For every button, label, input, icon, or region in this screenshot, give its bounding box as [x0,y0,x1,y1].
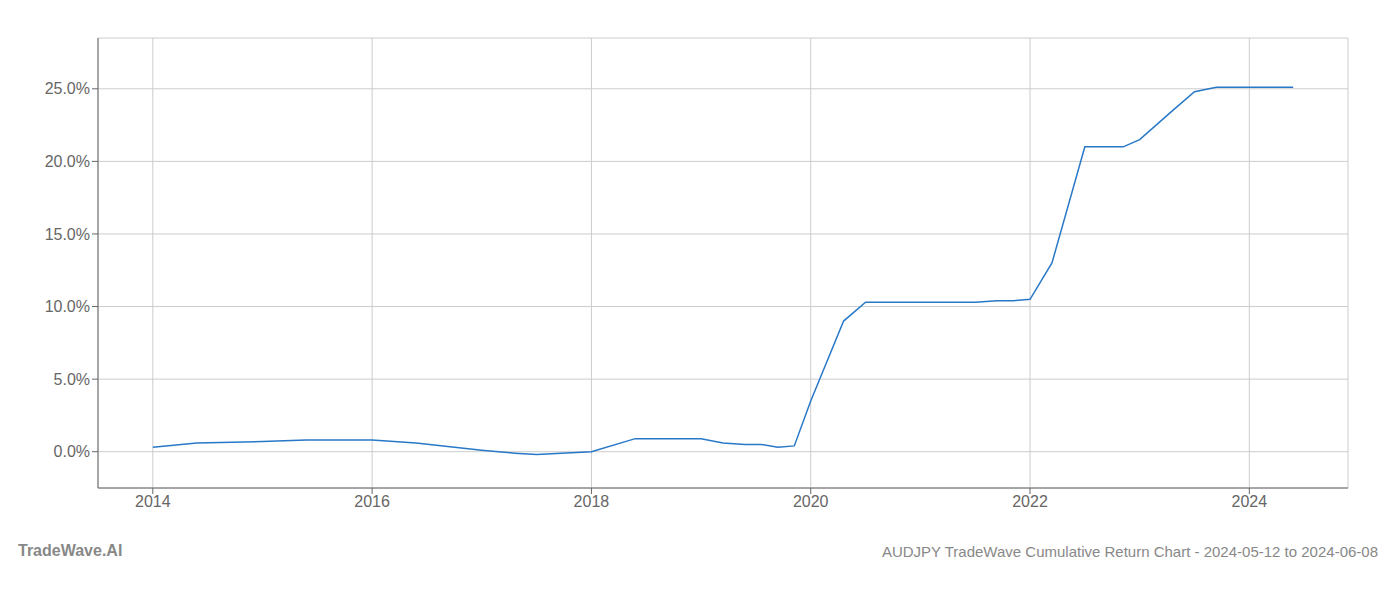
svg-text:15.0%: 15.0% [45,226,90,243]
svg-text:25.0%: 25.0% [45,80,90,97]
svg-text:2022: 2022 [1012,493,1048,510]
svg-text:5.0%: 5.0% [54,371,90,388]
svg-text:2024: 2024 [1232,493,1268,510]
svg-text:2016: 2016 [354,493,390,510]
html-text:TradeWave.AI: TradeWave.AI [18,542,123,559]
svg-text:10.0%: 10.0% [45,298,90,315]
svg-text:20.0%: 20.0% [45,153,90,170]
svg-text:2018: 2018 [574,493,610,510]
svg-text:2014: 2014 [135,493,171,510]
html-text:AUDJPY TradeWave Cumulative Re: AUDJPY TradeWave Cumulative Return Chart… [881,543,1378,560]
svg-text:0.0%: 0.0% [54,443,90,460]
svg-text:2020: 2020 [793,493,829,510]
